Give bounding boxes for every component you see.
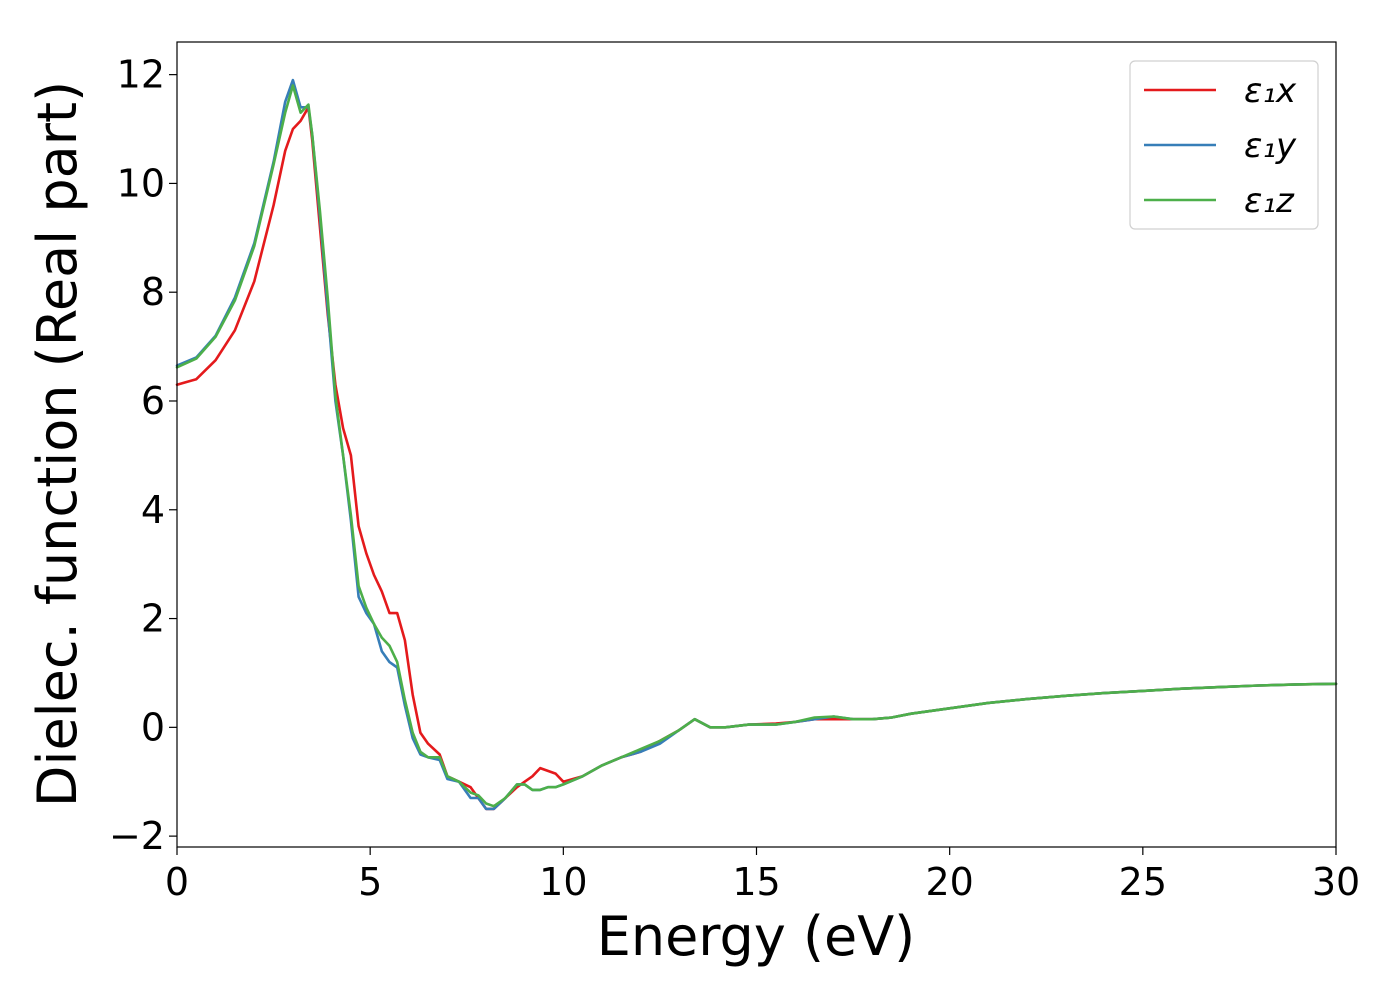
- legend-label-1: ε₁x: [1244, 71, 1297, 111]
- y-axis-title: Dielec. function (Real part): [26, 81, 89, 807]
- x-tick-label: 25: [1119, 860, 1167, 904]
- x-tick-label: 10: [539, 860, 587, 904]
- x-axis-title: Energy (eV): [597, 905, 916, 968]
- x-tick-label: 15: [732, 860, 780, 904]
- legend-box: [1129, 60, 1319, 230]
- y-tick-label: 2: [141, 597, 165, 641]
- legend-label-3: ε₁z: [1244, 181, 1295, 221]
- x-axis: 0 5 10 15 20 25 30: [165, 847, 1360, 904]
- series-line-3: [175, 84, 1338, 808]
- y-tick-label: −2: [109, 814, 165, 858]
- y-tick-label: 10: [117, 161, 165, 205]
- y-tick-label: 0: [141, 705, 165, 749]
- legend-label-2: ε₁y: [1244, 126, 1297, 166]
- x-tick-label: 30: [1312, 860, 1360, 904]
- x-tick-label: 20: [925, 860, 973, 904]
- series-layer: [175, 78, 1338, 811]
- y-tick-label: 4: [141, 488, 165, 532]
- y-tick-label: 12: [117, 53, 165, 97]
- x-tick-label: 0: [165, 860, 189, 904]
- legend: ε₁x ε₁y ε₁z: [1129, 60, 1319, 230]
- y-tick-label: 6: [141, 379, 165, 423]
- x-tick-label: 5: [358, 860, 382, 904]
- y-tick-label: 8: [141, 270, 165, 314]
- y-axis: −2 0 2 4 6 8 10 12: [109, 53, 177, 858]
